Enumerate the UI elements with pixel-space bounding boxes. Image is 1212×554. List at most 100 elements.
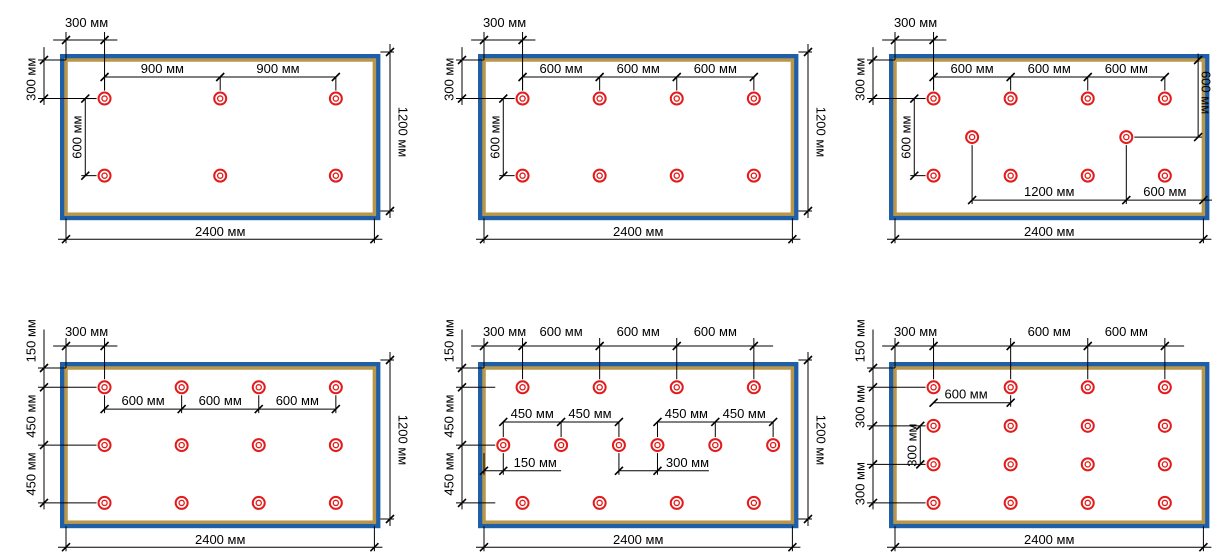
screw-target-icon — [926, 418, 941, 433]
screw-target-icon — [174, 438, 189, 453]
board — [482, 58, 795, 216]
dimension-label: 450 мм — [723, 406, 766, 421]
dimension-label: 600 мм — [1105, 324, 1148, 339]
screw-target-icon — [1003, 168, 1018, 183]
dimension-label: 150 мм — [441, 319, 456, 362]
dimension-label: 600 мм — [199, 393, 242, 408]
dimension-label: 600 мм — [276, 393, 319, 408]
screw-target-icon — [97, 168, 112, 183]
dimension-label: 600 мм — [122, 393, 165, 408]
screw-target-icon — [669, 495, 684, 510]
dimension-label: 600 мм — [951, 61, 994, 76]
dimension-tick — [1198, 195, 1208, 205]
screw-target-icon — [97, 380, 112, 395]
screw-target-icon — [1003, 495, 1018, 510]
dimension-tick — [614, 466, 624, 476]
dimension-label: 300 мм — [852, 385, 867, 428]
screw-target-icon — [592, 380, 607, 395]
dimension-label: 1200 мм — [1024, 184, 1074, 199]
width-label: 2400 мм — [1024, 532, 1074, 547]
dimension-label: 300 мм — [894, 15, 937, 30]
screw-target-icon — [1157, 457, 1172, 472]
screw-target-icon — [669, 168, 684, 183]
dimension-label: 450 мм — [23, 395, 38, 438]
dimension-label: 150 мм — [23, 319, 38, 362]
dimension-label: 300 мм — [483, 15, 526, 30]
screw-target-icon — [1157, 418, 1172, 433]
screw-target-icon — [1157, 168, 1172, 183]
dimension-label: 300 мм — [65, 324, 108, 339]
dimension-label: 600 мм — [1143, 184, 1186, 199]
screws-layer — [97, 91, 1172, 510]
boards-layer — [60, 54, 1210, 529]
dimension-label: 600 мм — [540, 324, 583, 339]
screw-target-icon — [328, 380, 343, 395]
screw-target-icon — [1003, 418, 1018, 433]
screw-target-icon — [97, 438, 112, 453]
dimension-label: 300 мм — [65, 15, 108, 30]
screw-target-icon — [669, 380, 684, 395]
width-label: 2400 мм — [195, 224, 245, 239]
dimension-label: 300 мм — [852, 462, 867, 505]
dimension-labels-layer: 2400 мм 2400 мм 2400 мм 2400 мм 2400 мм 2400 … — [23, 15, 1212, 547]
screw-target-icon — [766, 438, 781, 453]
dimension-tick — [928, 398, 939, 408]
screw-target-icon — [926, 168, 941, 183]
dimension-label: 600 мм — [694, 61, 737, 76]
dimension-label: 600 мм — [1028, 61, 1071, 76]
dimension-label: 300 мм — [666, 455, 709, 470]
screw-target-icon — [592, 168, 607, 183]
screw-target-icon — [328, 91, 343, 106]
screw-target-icon — [97, 495, 112, 510]
screw-target-icon — [746, 168, 761, 183]
screw-target-icon — [1157, 380, 1172, 395]
width-label: 2400 мм — [1024, 224, 1074, 239]
screw-target-icon — [1080, 457, 1095, 472]
dimension-label: 450 мм — [665, 406, 708, 421]
dimension-label: 450 мм — [568, 406, 611, 421]
dimension-label: 300 мм — [852, 58, 867, 101]
screw-target-icon — [926, 495, 941, 510]
screw-target-icon — [328, 438, 343, 453]
dimension-label: 600 мм — [1028, 324, 1071, 339]
screw-target-icon — [213, 168, 228, 183]
screw-target-icon — [1003, 457, 1018, 472]
screw-target-icon — [97, 91, 112, 106]
screw-target-icon — [926, 457, 941, 472]
dimension-label: 600 мм — [694, 324, 737, 339]
dimension-label: 1200 мм — [396, 415, 411, 465]
dimension-label: 450 мм — [441, 452, 456, 495]
screw-target-icon — [496, 438, 511, 453]
dimension-label: 900 мм — [141, 61, 184, 76]
screw-target-icon — [251, 438, 266, 453]
dimension-label: 600 мм — [1199, 71, 1212, 114]
screw-target-icon — [1080, 168, 1095, 183]
dimension-label: 600 мм — [70, 115, 85, 158]
dimension-label: 150 мм — [514, 455, 557, 470]
board — [482, 366, 795, 524]
screw-target-icon — [251, 380, 266, 395]
screw-target-icon — [328, 168, 343, 183]
dimension-label: 600 мм — [1105, 61, 1148, 76]
screw-target-icon — [1080, 495, 1095, 510]
dimension-label: 1200 мм — [396, 107, 411, 157]
dimension-label: 600 мм — [617, 61, 660, 76]
screw-target-icon — [611, 438, 626, 453]
screw-target-icon — [746, 380, 761, 395]
screw-target-icon — [1080, 91, 1095, 106]
screw-target-icon — [650, 438, 665, 453]
screw-target-icon — [746, 495, 761, 510]
width-label: 2400 мм — [613, 532, 663, 547]
screw-target-icon — [1157, 495, 1172, 510]
screw-target-icon — [1080, 380, 1095, 395]
screw-target-icon — [251, 495, 266, 510]
screw-target-icon — [515, 168, 530, 183]
dimension-label: 300 мм — [23, 58, 38, 101]
screw-target-icon — [515, 495, 530, 510]
screw-target-icon — [1157, 91, 1172, 106]
screw-target-icon — [1003, 380, 1018, 395]
screw-target-icon — [669, 91, 684, 106]
screw-target-icon — [554, 438, 569, 453]
width-label: 2400 мм — [195, 532, 245, 547]
screw-target-icon — [515, 380, 530, 395]
